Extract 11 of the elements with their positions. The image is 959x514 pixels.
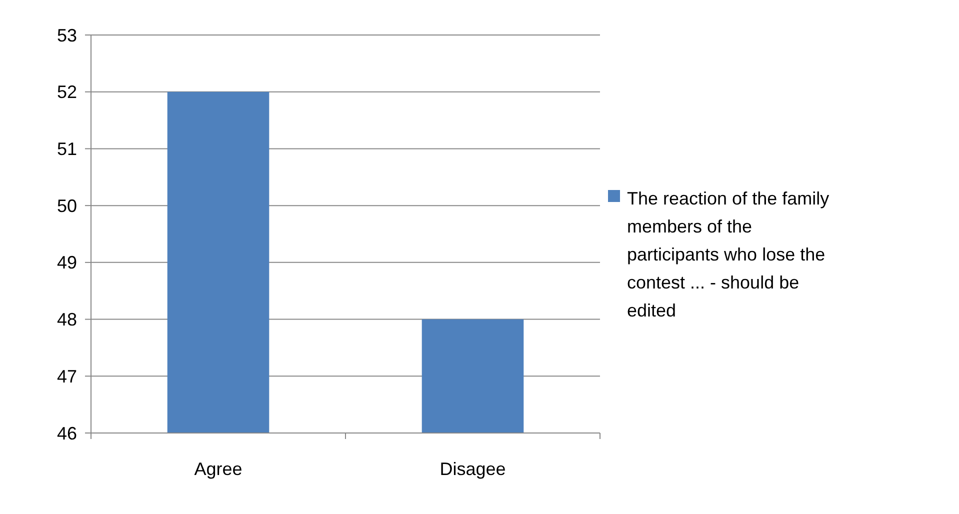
- y-tick-label: 50: [56, 196, 77, 216]
- y-tick-label: 49: [56, 252, 77, 273]
- y-tick-label: 47: [56, 366, 77, 386]
- legend-label: The reaction of the family members of the participants who lose the contest ... - should be edited: [627, 188, 830, 320]
- x-tick-label: Agree: [194, 459, 242, 479]
- y-tick-label: 53: [56, 25, 77, 46]
- y-tick-label: 46: [56, 423, 77, 444]
- x-tick-label: Disagee: [440, 459, 506, 479]
- y-tick-label: 48: [56, 310, 77, 330]
- y-tick-label: 51: [56, 139, 77, 160]
- y-tick-label: 52: [56, 82, 77, 102]
